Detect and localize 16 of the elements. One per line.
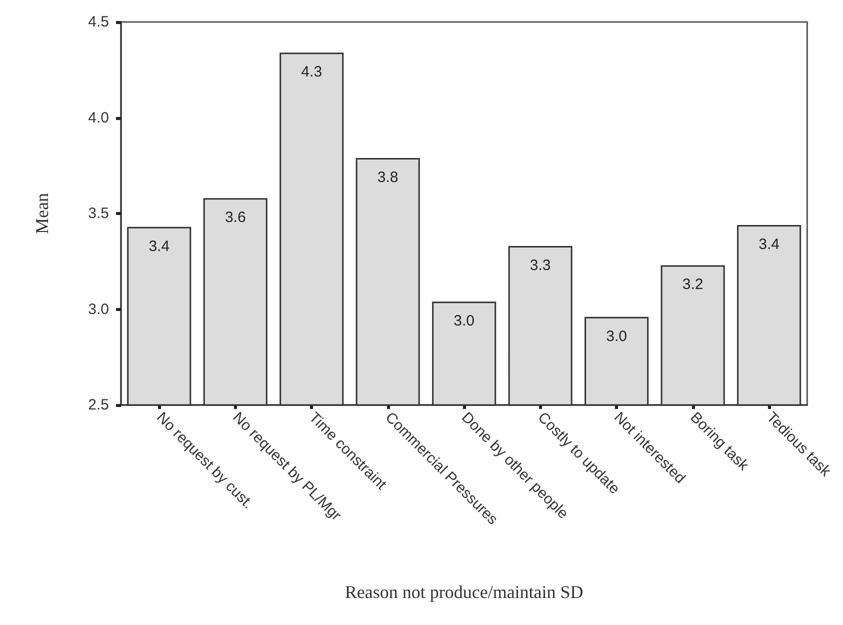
y-tick-label: 2.5 bbox=[88, 396, 109, 414]
data-label: 3.6 bbox=[224, 209, 246, 226]
data-label: 3.0 bbox=[454, 312, 475, 330]
y-tick-label: 4.5 bbox=[88, 14, 109, 30]
data-label: 3.4 bbox=[148, 238, 170, 255]
y-tick-label: 4.0 bbox=[88, 109, 109, 126]
x-axis-title: Reason not produce/maintain SD bbox=[344, 582, 584, 602]
data-label: 3.0 bbox=[606, 328, 627, 345]
data-label: 3.2 bbox=[682, 276, 704, 294]
data-label: 3.4 bbox=[758, 236, 780, 253]
y-tick-label: 3.5 bbox=[88, 205, 109, 222]
y-tick-label: 3.0 bbox=[88, 300, 109, 318]
y-axis-title: Mean bbox=[32, 193, 52, 234]
data-label: 4.3 bbox=[301, 64, 322, 81]
data-label: 3.3 bbox=[530, 257, 551, 274]
data-label: 3.8 bbox=[377, 168, 398, 186]
